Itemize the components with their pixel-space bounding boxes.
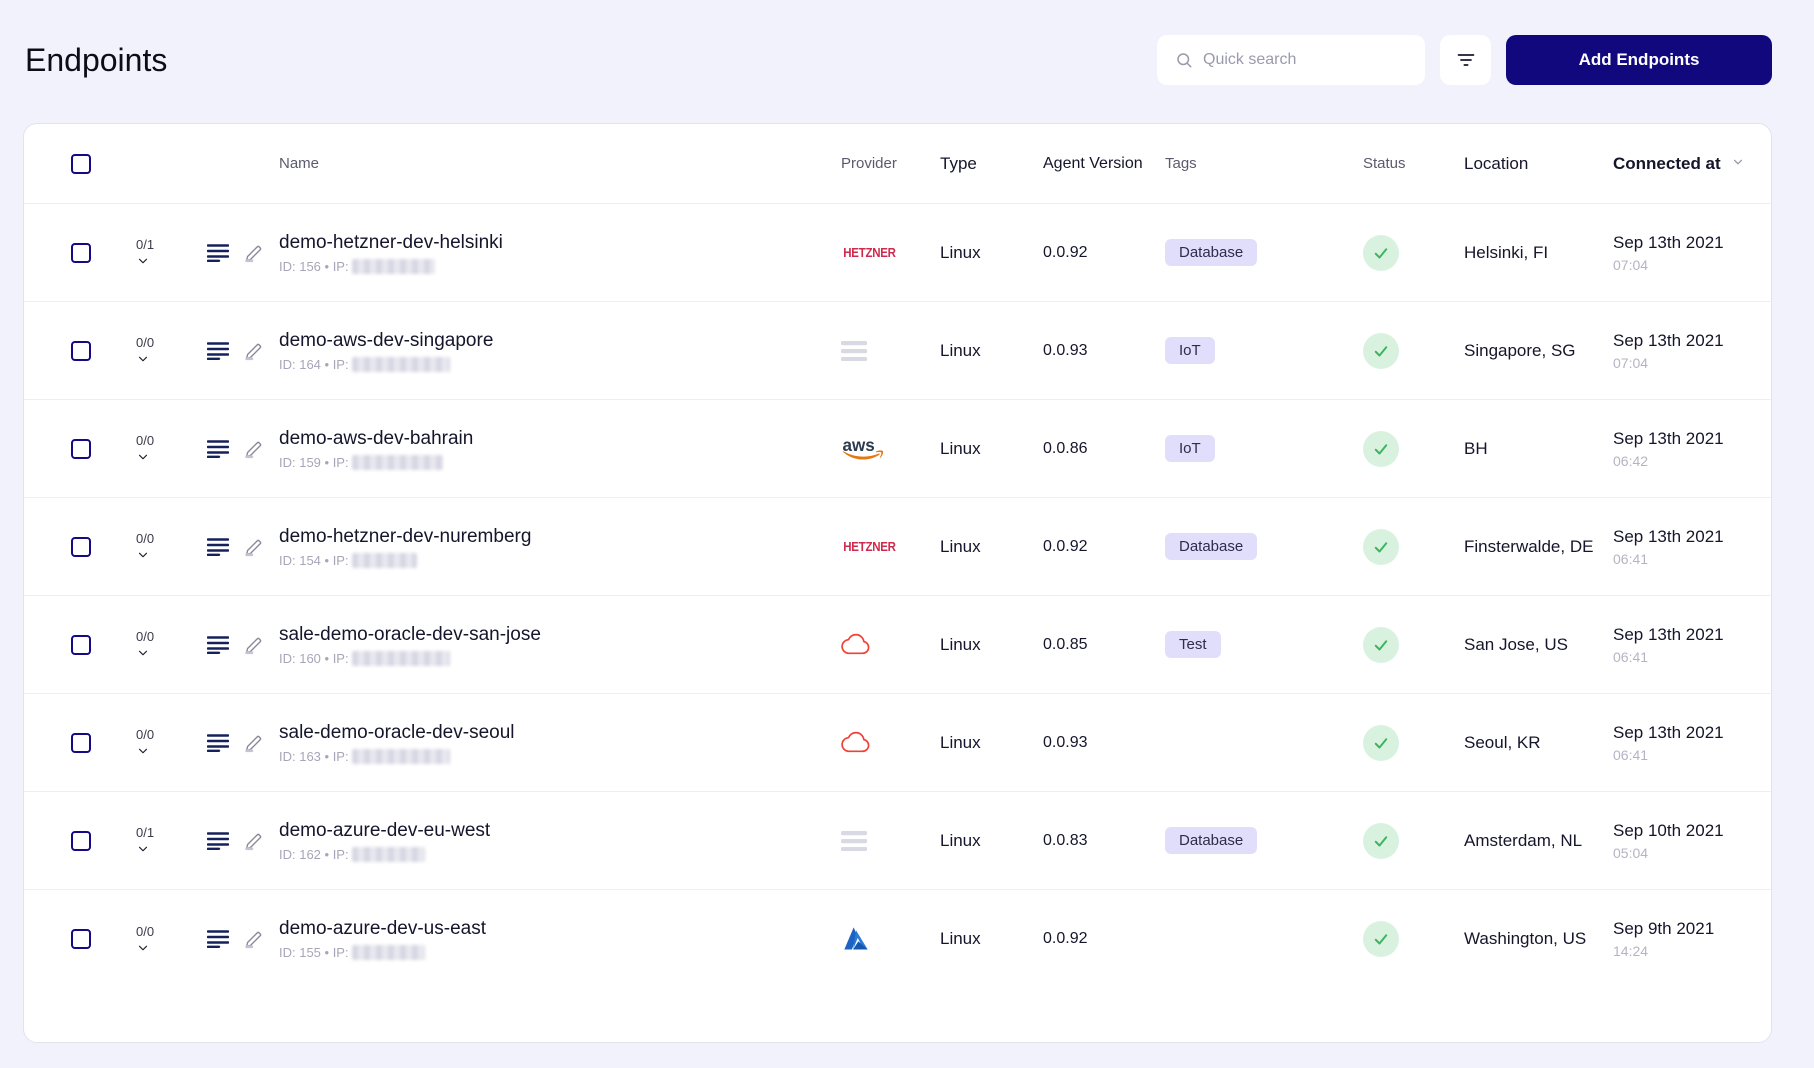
svg-text:aws: aws xyxy=(842,436,874,455)
